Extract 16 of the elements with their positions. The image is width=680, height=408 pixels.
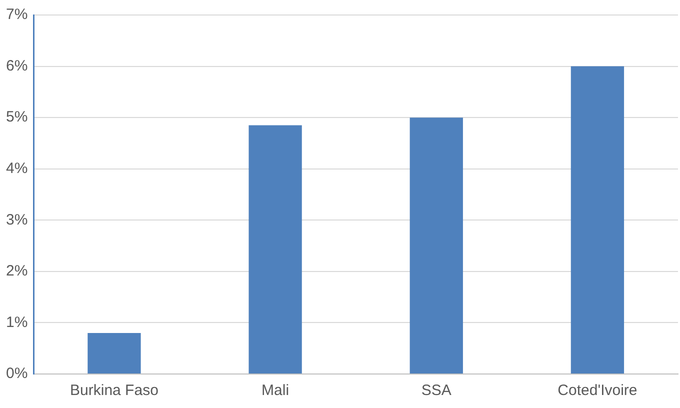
- y-tick-label: 7%: [6, 6, 28, 24]
- bar: [570, 66, 624, 374]
- y-tick-label: 6%: [6, 57, 28, 74]
- x-tick-label: Mali: [262, 382, 290, 400]
- bar: [410, 118, 463, 374]
- x-tick-label: Burkina Faso: [70, 382, 158, 400]
- x-tick-label: Coted'Ivoire: [558, 382, 638, 400]
- bar: [88, 332, 141, 374]
- y-tick-label: 4%: [6, 160, 28, 177]
- y-tick-label: 2%: [6, 262, 28, 280]
- x-tick-label: SSA: [421, 382, 452, 400]
- y-tick-label: 3%: [6, 211, 28, 228]
- y-tick-label: 1%: [6, 314, 28, 331]
- bar: [248, 125, 302, 374]
- y-tick-label: 0%: [6, 365, 28, 382]
- y-tick-label: 5%: [6, 108, 28, 126]
